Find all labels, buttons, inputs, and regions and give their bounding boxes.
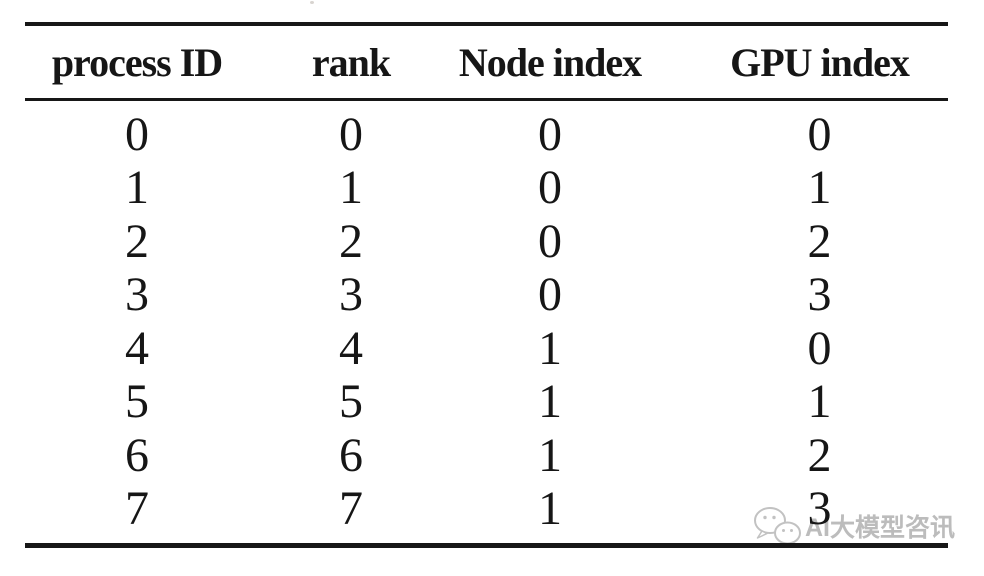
table-body: 0 0 0 0 1 1 0 1 2 2 0 2 3 3 0 3 [25,101,948,536]
table-header-row: process ID rank Node index GPU index [25,26,948,98]
process-mapping-table: process ID rank Node index GPU index 0 0… [25,22,948,548]
column-header-gpu-index: GPU index [730,39,910,85]
cell-gpu-index: 3 [807,268,832,322]
cell-process-id: 6 [125,428,149,482]
table-header-rule [25,98,948,101]
cell-process-id: 2 [125,214,149,268]
cell-node-index: 1 [538,482,562,536]
cell-node-index: 1 [538,375,562,429]
table-bottom-rule [25,543,948,548]
cell-process-id: 7 [125,482,149,536]
table-row: 7 7 1 3 [25,483,948,537]
cell-rank: 7 [339,482,363,536]
table-top-rule [25,22,948,26]
cell-process-id: 3 [125,268,149,322]
column-header-process-id: process ID [51,39,223,85]
cell-node-index: 1 [538,321,562,375]
table-row: 2 2 0 2 [25,215,948,269]
artifact-speck [310,1,314,4]
column-header-node-index: Node index [458,39,642,85]
cell-gpu-index: 2 [807,214,832,268]
column-header-rank: rank [311,39,391,85]
cell-rank: 1 [339,161,363,215]
cell-node-index: 0 [538,107,562,161]
cell-gpu-index: 1 [807,161,832,215]
cell-rank: 4 [339,321,363,375]
table-row: 0 0 0 0 [25,108,948,162]
cell-process-id: 1 [125,161,149,215]
cell-process-id: 5 [125,375,149,429]
cell-node-index: 1 [538,428,562,482]
cell-node-index: 0 [538,268,562,322]
cell-rank: 0 [339,107,363,161]
cell-rank: 5 [339,375,363,429]
cell-process-id: 0 [125,107,149,161]
table-row: 1 1 0 1 [25,162,948,216]
cell-gpu-index: 1 [807,375,832,429]
cell-gpu-index: 0 [807,107,832,161]
cell-gpu-index: 0 [807,321,832,375]
watermark-label: AI大模型咨讯 [805,514,956,542]
cell-rank: 3 [339,268,363,322]
cell-process-id: 4 [125,321,149,375]
cell-node-index: 0 [538,214,562,268]
table-row: 5 5 1 1 [25,376,948,430]
cell-gpu-index: 3 [807,482,832,536]
table-row: 3 3 0 3 [25,269,948,323]
table-row: 6 6 1 2 [25,429,948,483]
cell-gpu-index: 2 [807,428,832,482]
cell-rank: 6 [339,428,363,482]
table-row: 4 4 1 0 [25,322,948,376]
cell-rank: 2 [339,214,363,268]
cell-node-index: 0 [538,161,562,215]
